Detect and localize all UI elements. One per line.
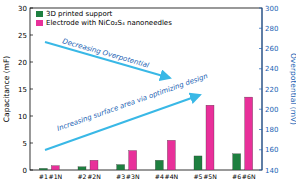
bar [129,151,137,170]
legend-swatch [36,20,43,26]
bar [90,160,98,170]
x-tick-label: #4 [155,173,164,180]
legend-label: 3D printed support [46,10,113,18]
y2-tick-label: 240 [265,65,278,73]
bar [245,97,253,170]
x-tick-label: #6N [242,173,256,180]
y-axis-title: Capacitance (mF) [2,56,11,122]
bar [51,166,59,170]
y-tick-label: 30 [18,5,27,13]
y-tick-label: 5 [23,140,27,148]
plot-frame [30,8,262,170]
x-tick-label: #6 [232,173,241,180]
bar [39,168,47,170]
x-tick-label: #2N [87,173,101,180]
x-tick-label: #5N [203,173,217,180]
bar [117,165,125,170]
y2-tick [259,68,262,69]
bar [233,154,241,170]
x-tick-label: #1 [39,173,48,180]
y2-tick-label: 260 [265,45,278,53]
y2-tick-label: 200 [265,106,278,114]
x-tick-label: #1N [48,173,62,180]
y-tick-label: 10 [18,113,27,121]
y2-tick [259,8,262,9]
x-tick-label: #2 [77,173,86,180]
bar [206,105,214,170]
legend-label: Electrode with NiCo₂S₄ nanoneedles [46,19,172,27]
y-tick-label: 15 [18,86,27,94]
bar [167,140,175,170]
y-tick [30,35,33,36]
y2-tick-label: 280 [265,25,278,33]
y-tick-label: 20 [18,59,27,67]
y2-tick-label: 300 [265,5,278,13]
y2-tick [259,129,262,130]
y2-tick [259,170,262,171]
y2-tick-label: 180 [265,126,278,134]
legend-swatch [36,11,43,17]
bar [78,167,86,170]
annotation: Increasing surface area via optimizing d… [56,72,209,133]
y-tick [30,116,33,117]
y-tick-label: 0 [23,167,27,175]
bar [155,160,163,170]
y2-tick [259,48,262,49]
y2-tick-label: 140 [265,167,278,175]
y2-tick [259,89,262,90]
bar [194,156,202,170]
y2-tick-label: 160 [265,146,278,154]
y2-axis-title: Overpotential (mV) [289,53,296,125]
bars [39,97,252,170]
y-tick [30,170,33,171]
y2-tick [259,109,262,110]
x-tick-label: #3N [126,173,140,180]
x-tick-label: #3 [116,173,125,180]
y2-tick [259,28,262,29]
x-tick-label: #4N [164,173,178,180]
y-tick-label: 25 [18,32,27,40]
y-tick [30,8,33,9]
y2-tick-label: 220 [265,86,278,94]
y-tick [30,62,33,63]
annotation: Decreasing Overpotential [61,37,149,69]
x-tick-label: #5 [193,173,202,180]
arrow [45,42,170,78]
y-tick [30,89,33,90]
chart: 0 5 10 15 20 25 30 140 160 180 200 220 240 260 280 300 C… [0,0,296,189]
y-tick [30,143,33,144]
y2-tick [259,149,262,150]
